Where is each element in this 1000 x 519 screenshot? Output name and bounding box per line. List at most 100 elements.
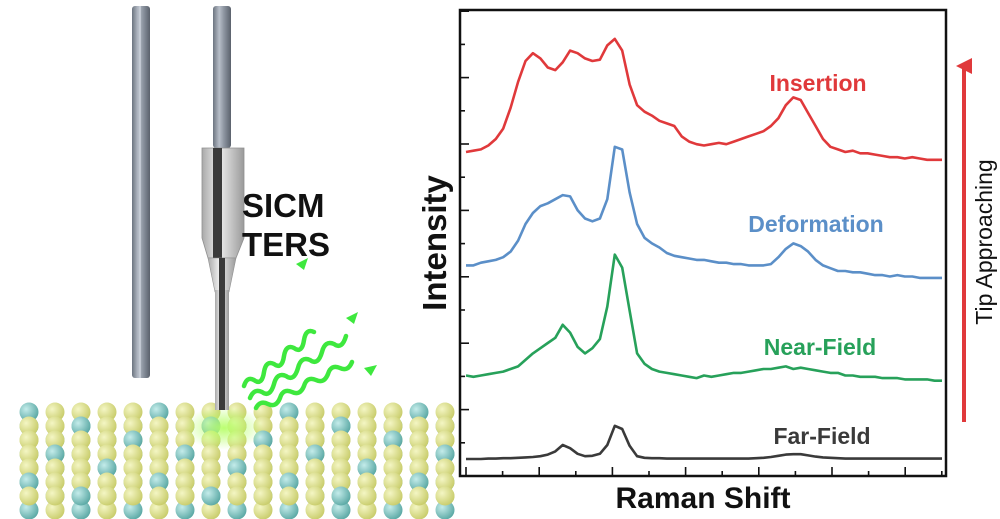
yellow-atom xyxy=(383,458,403,478)
spectrum-line-deformation xyxy=(466,145,942,280)
yellow-atom xyxy=(123,486,143,506)
teal-atom xyxy=(19,402,39,422)
yellow-atom xyxy=(149,416,169,436)
yellow-atom xyxy=(435,458,455,478)
yellow-atom xyxy=(123,458,143,478)
yellow-atom xyxy=(71,402,91,422)
yellow-atom xyxy=(45,416,65,436)
yellow-atom xyxy=(331,430,351,450)
yellow-atom xyxy=(123,402,143,422)
yellow-atom xyxy=(45,402,65,422)
teal-atom xyxy=(201,486,221,506)
spectra xyxy=(465,37,942,461)
ters-label: TERS xyxy=(242,226,330,263)
yellow-atom xyxy=(149,486,169,506)
yellow-atom xyxy=(123,472,143,492)
yellow-atom xyxy=(97,430,117,450)
teal-atom xyxy=(71,416,91,436)
yellow-atom xyxy=(253,486,273,506)
yellow-atom xyxy=(201,500,221,519)
yellow-atom xyxy=(227,472,247,492)
yellow-atom xyxy=(149,500,169,519)
teal-atom xyxy=(97,458,117,478)
yellow-atom xyxy=(19,430,39,450)
yellow-atom xyxy=(331,402,351,422)
yellow-atom xyxy=(279,430,299,450)
yellow-atom xyxy=(383,472,403,492)
yellow-atom xyxy=(149,444,169,464)
teal-atom xyxy=(71,500,91,519)
yellow-atom xyxy=(357,402,377,422)
yellow-atom xyxy=(279,416,299,436)
teal-atom xyxy=(71,486,91,506)
yellow-atom xyxy=(97,500,117,519)
teal-atom xyxy=(227,458,247,478)
yellow-atom xyxy=(409,500,429,519)
ters-tip xyxy=(201,6,245,410)
series-label-far-field: Far-Field xyxy=(773,423,870,449)
yellow-atom xyxy=(45,472,65,492)
sicm-nanopipette xyxy=(132,6,150,378)
axis-ticks xyxy=(460,10,943,477)
yellow-atom xyxy=(409,430,429,450)
yellow-atom xyxy=(305,472,325,492)
yellow-atom xyxy=(19,458,39,478)
yellow-atom xyxy=(409,416,429,436)
chart: InsertionDeformationNear-FieldFar-Field … xyxy=(416,8,948,515)
yellow-atom xyxy=(97,444,117,464)
sicm-label: SICM xyxy=(242,187,325,224)
teal-atom xyxy=(383,430,403,450)
yellow-atom xyxy=(435,430,455,450)
plot-frame xyxy=(458,8,948,478)
yellow-atom xyxy=(175,486,195,506)
yellow-atom xyxy=(71,430,91,450)
teal-atom xyxy=(409,402,429,422)
teal-atom xyxy=(123,430,143,450)
teal-atom xyxy=(175,500,195,519)
yellow-atom xyxy=(357,416,377,436)
yellow-atom xyxy=(383,402,403,422)
yellow-atom xyxy=(357,430,377,450)
yellow-atom xyxy=(201,472,221,492)
yellow-atom xyxy=(253,500,273,519)
tip-approaching-label: Tip Approaching xyxy=(971,159,997,324)
spectrum-line-near-field xyxy=(465,253,942,382)
yellow-atom xyxy=(305,458,325,478)
teal-atom xyxy=(19,472,39,492)
yellow-atom xyxy=(123,444,143,464)
yellow-atom xyxy=(253,458,273,478)
teal-atom xyxy=(123,500,143,519)
yellow-atom xyxy=(97,486,117,506)
teal-atom xyxy=(279,472,299,492)
teal-atom xyxy=(279,402,299,422)
teal-atom xyxy=(435,500,455,519)
yellow-atom xyxy=(305,402,325,422)
teal-atom xyxy=(383,500,403,519)
series-labels: Insertion Deformation Near-Field Far-Field xyxy=(748,70,883,449)
yellow-atom xyxy=(409,458,429,478)
yellow-atom xyxy=(409,444,429,464)
yellow-atom xyxy=(357,500,377,519)
yellow-atom xyxy=(149,430,169,450)
yellow-atom xyxy=(71,458,91,478)
teal-atom xyxy=(149,402,169,422)
yellow-atom xyxy=(201,458,221,478)
teal-atom xyxy=(45,444,65,464)
teal-atom xyxy=(305,444,325,464)
teal-atom xyxy=(331,500,351,519)
yellow-atom xyxy=(149,458,169,478)
yellow-atom xyxy=(279,458,299,478)
series-label-near-field: Near-Field xyxy=(764,334,876,360)
yellow-atom xyxy=(253,444,273,464)
yellow-atom xyxy=(305,486,325,506)
yellow-atom xyxy=(305,500,325,519)
yellow-atom xyxy=(305,416,325,436)
yellow-atom xyxy=(19,486,39,506)
yellow-atom xyxy=(305,430,325,450)
teal-atom xyxy=(409,472,429,492)
yellow-atom xyxy=(175,458,195,478)
yellow-atom xyxy=(435,472,455,492)
spectrum-line-insertion xyxy=(465,37,942,162)
yellow-atom xyxy=(435,402,455,422)
